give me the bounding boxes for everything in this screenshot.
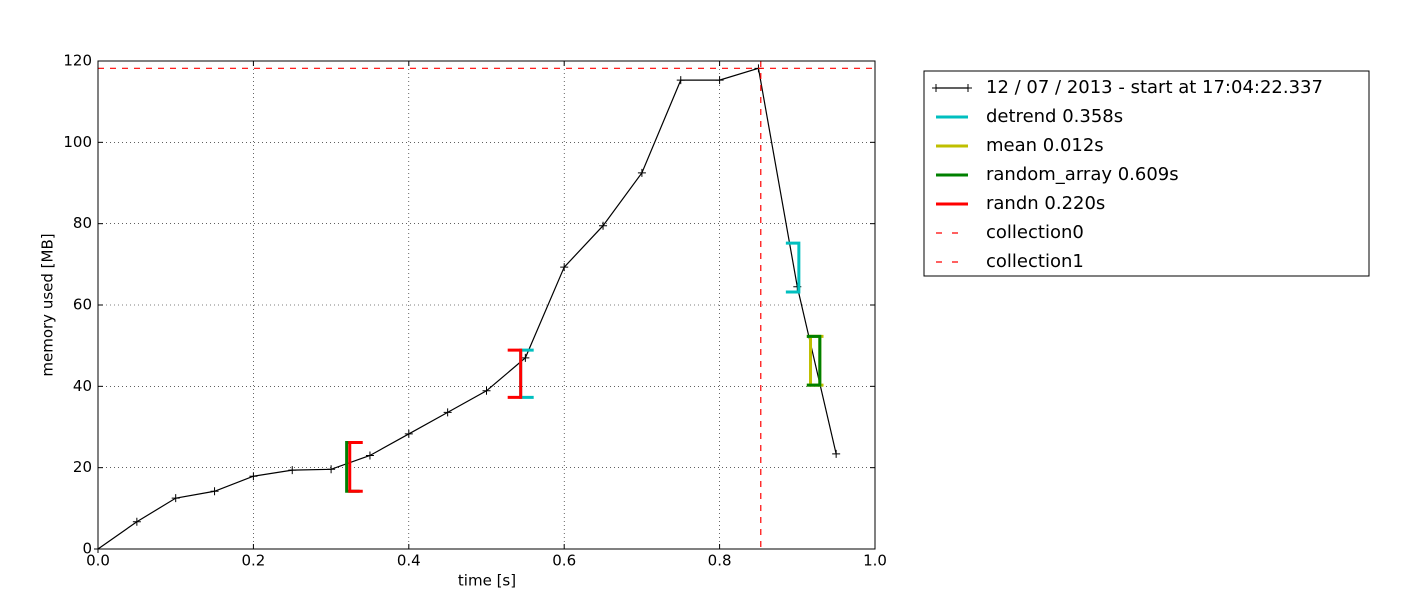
x-tick-label: 0.0 xyxy=(86,552,110,570)
data-point xyxy=(715,76,724,85)
legend-swatch xyxy=(932,84,940,92)
x-tick-label: 1.0 xyxy=(863,552,887,570)
legend-swatch xyxy=(964,84,972,92)
x-tick-label: 0.2 xyxy=(241,552,265,570)
x-tick-label: 0.4 xyxy=(397,552,421,570)
plot-frame xyxy=(97,60,876,550)
y-tick-label: 120 xyxy=(63,52,92,70)
legend-label: collection1 xyxy=(986,251,1084,272)
y-tick-label: 100 xyxy=(63,133,92,151)
data-point xyxy=(171,494,180,503)
y-tick-label: 80 xyxy=(73,214,92,232)
legend-label: detrend 0.358s xyxy=(986,106,1123,127)
y-tick-label: 0 xyxy=(82,540,92,558)
data-point xyxy=(676,76,685,85)
data-point xyxy=(327,465,336,474)
data-point xyxy=(404,429,413,438)
data-point xyxy=(210,487,219,496)
function-bracket xyxy=(348,440,363,493)
legend-label: random_array 0.609s xyxy=(986,164,1179,185)
legend-label: mean 0.012s xyxy=(986,135,1104,156)
legend-box xyxy=(923,70,1370,277)
data-point xyxy=(832,449,841,458)
legend-label: collection0 xyxy=(986,222,1084,243)
function-bracket xyxy=(519,348,534,399)
data-line xyxy=(97,67,837,550)
x-tick-label: 0.8 xyxy=(708,552,732,570)
data-point xyxy=(132,517,141,526)
function-bracket xyxy=(809,334,824,387)
y-tick-label: 20 xyxy=(73,458,92,476)
function-bracket xyxy=(785,241,801,294)
x-tick-label: 0.6 xyxy=(552,552,576,570)
legend: 12 / 07 / 2013 - start at 17:04:22.337 de… xyxy=(923,70,1370,277)
data-point xyxy=(637,168,646,177)
function-bracket xyxy=(806,334,822,387)
data-point xyxy=(560,263,569,272)
x-axis-label: time [s] xyxy=(458,572,516,590)
y-tick-label: 40 xyxy=(73,377,92,395)
legend-label: randn 0.220s xyxy=(986,193,1105,214)
y-axis-label: memory used [MB] xyxy=(39,233,57,376)
data-point xyxy=(365,451,374,460)
data-point xyxy=(443,408,452,417)
data-point xyxy=(521,353,530,362)
function-bracket xyxy=(507,348,523,399)
y-tick-label: 60 xyxy=(73,296,92,314)
data-point xyxy=(249,472,258,481)
legend-label: 12 / 07 / 2013 - start at 17:04:22.337 xyxy=(986,77,1323,98)
data-point xyxy=(599,221,608,230)
data-point xyxy=(482,386,491,395)
data-point xyxy=(288,466,297,475)
